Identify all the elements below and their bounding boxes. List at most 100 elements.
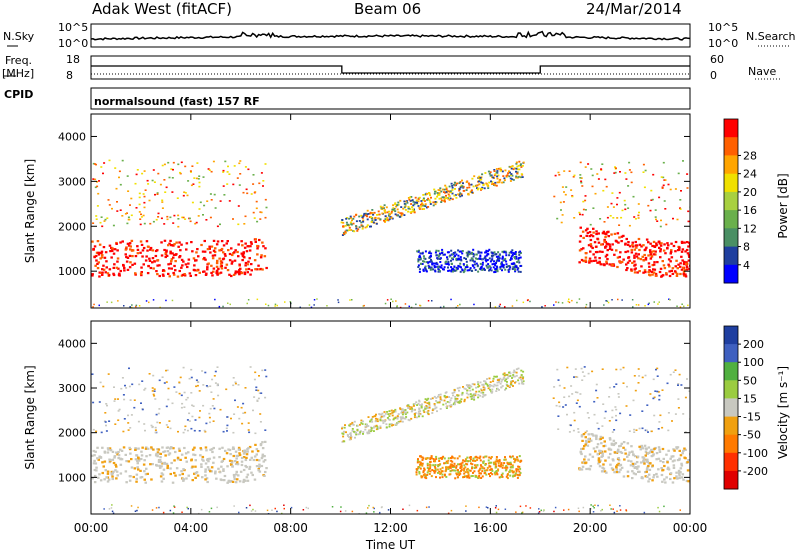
upper-trail-cell <box>123 398 126 401</box>
mid-patch-cell <box>508 254 511 257</box>
near-range-cell <box>155 507 158 509</box>
sweep-cell <box>396 422 399 424</box>
ground-scatter-cell <box>224 254 227 257</box>
ground-scatter-cell <box>183 273 186 276</box>
sweep-cell <box>389 412 392 415</box>
ground-scatter-cell <box>230 461 234 464</box>
sweep-cell <box>502 181 505 184</box>
upper-trail-cell <box>175 391 178 393</box>
sweep-cell <box>503 374 506 377</box>
sweep-cell <box>509 385 511 387</box>
sweep-cell <box>386 411 389 413</box>
nave-tick-top: 60 <box>710 53 724 66</box>
upper-trail-cell <box>147 183 150 185</box>
ground-scatter-cell <box>174 269 177 272</box>
upper-trail-cell <box>634 389 637 392</box>
ground-scatter-cell <box>681 259 684 262</box>
near-range-cell <box>216 506 218 509</box>
ground-scatter-cell <box>92 248 95 251</box>
mid-patch-cell <box>506 473 509 475</box>
sweep-cell <box>406 201 409 204</box>
ground-scatter-cell <box>648 265 651 268</box>
upper-trail-cell <box>654 209 657 211</box>
ground-scatter-cell <box>178 449 181 452</box>
sweep-cell <box>431 397 434 400</box>
upper-trail-cell <box>194 222 197 225</box>
ground-scatter-cell <box>155 452 158 455</box>
near-range-cell <box>218 305 221 308</box>
near-range-cell <box>186 506 188 509</box>
upper-trail-cell <box>680 384 683 386</box>
upper-trail-cell <box>236 406 239 408</box>
upper-trail-cell <box>194 419 197 421</box>
y-tick-label: 2000 <box>58 220 86 233</box>
upper-trail-cell <box>257 397 260 400</box>
ground-scatter-cell <box>604 245 608 248</box>
upper-trail-cell <box>558 401 561 404</box>
sweep-cell <box>362 431 365 433</box>
upper-trail-cell <box>150 424 153 427</box>
sweep-cell <box>458 389 460 392</box>
sweep-cell <box>446 395 448 398</box>
sweep-cell <box>450 191 453 194</box>
sweep-cell <box>378 213 381 216</box>
ground-scatter-cell <box>236 461 239 464</box>
upper-trail-cell <box>146 179 149 182</box>
mid-patch-cell <box>506 477 509 480</box>
ground-scatter-cell <box>167 453 171 456</box>
ground-scatter-cell <box>636 455 640 458</box>
upper-trail-cell <box>553 195 556 198</box>
ground-scatter-cell <box>153 260 156 263</box>
upper-trail-cell <box>679 199 682 201</box>
ground-scatter-cell <box>687 245 690 248</box>
upper-trail-cell <box>186 396 189 399</box>
sweep-cell <box>472 185 475 188</box>
sweep-cell <box>388 410 391 412</box>
sweep-cell <box>361 420 364 423</box>
sweep-cell <box>475 185 478 187</box>
mid-patch-cell <box>505 263 508 266</box>
sweep-cell <box>505 387 508 390</box>
upper-trail-cell <box>118 170 121 173</box>
noise-tick-bottom-right: 10^0 <box>708 37 739 50</box>
upper-trail-cell <box>131 383 134 386</box>
ground-scatter-cell <box>627 256 631 259</box>
mid-patch-cell <box>468 456 471 459</box>
sweep-cell <box>371 209 374 211</box>
sweep-cell <box>492 377 495 380</box>
upper-trail-cell <box>116 210 119 212</box>
upper-trail-cell <box>111 207 113 210</box>
upper-trail-cell <box>619 368 622 371</box>
ground-scatter-cell <box>674 265 677 268</box>
ground-scatter-cell <box>113 263 116 266</box>
ground-scatter-cell <box>590 234 593 237</box>
upper-trail-cell <box>129 399 132 401</box>
ground-scatter-cell <box>624 448 627 451</box>
sweep-cell <box>349 221 352 224</box>
near-range-cell <box>681 303 683 305</box>
mid-patch-cell <box>485 473 488 476</box>
sweep-cell <box>396 417 399 420</box>
near-range-cell <box>521 512 523 514</box>
ground-scatter-cell <box>253 478 257 481</box>
mid-patch-cell <box>469 460 472 462</box>
sweep-cell <box>511 165 514 168</box>
ground-scatter-cell <box>594 259 598 262</box>
ground-scatter-cell <box>201 250 205 253</box>
near-range-cell <box>373 507 375 510</box>
ground-scatter-cell <box>218 456 221 459</box>
mid-patch-cell <box>492 266 495 269</box>
mid-patch-cell <box>466 269 469 272</box>
near-range-cell <box>172 512 175 514</box>
ground-scatter-cell <box>617 457 620 460</box>
upper-trail-cell <box>264 216 267 219</box>
ground-scatter-cell <box>645 448 648 451</box>
sweep-cell <box>489 171 492 174</box>
ground-scatter-cell <box>169 262 172 265</box>
mid-patch-cell <box>439 258 442 260</box>
ground-scatter-cell <box>642 459 645 462</box>
sweep-cell <box>496 384 499 387</box>
ground-scatter-cell <box>602 467 606 470</box>
ground-scatter-cell <box>641 255 644 258</box>
ground-scatter-cell <box>127 460 131 463</box>
